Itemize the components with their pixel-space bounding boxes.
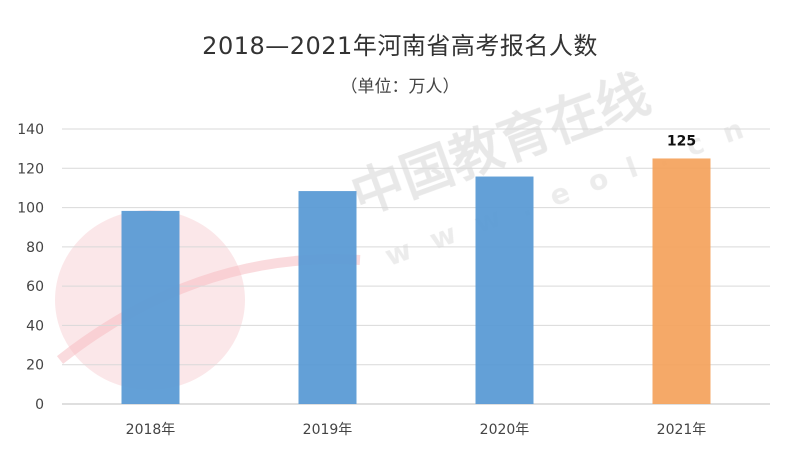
x-axis: 2018年 2019年 2020年 2021年	[126, 422, 707, 438]
y-axis: 0 20 40 60 80 100 120 140	[17, 122, 44, 413]
y-tick-label: 40	[26, 318, 44, 334]
data-label: 125	[667, 133, 696, 149]
gridlines	[62, 128, 770, 405]
x-tick-label: 2020年	[480, 422, 530, 438]
x-tick-label: 2018年	[126, 422, 176, 438]
bar-2020年	[475, 176, 534, 404]
chart-subtitle: （单位：万人）	[340, 77, 460, 97]
chart-title: 2018—2021年河南省高考报名人数	[202, 32, 598, 60]
y-tick-label: 80	[26, 240, 44, 256]
x-tick-label: 2019年	[303, 422, 353, 438]
bar-2021年	[652, 158, 711, 404]
bars	[121, 158, 711, 404]
y-tick-label: 120	[17, 161, 44, 177]
bar-2018年	[121, 210, 180, 404]
y-tick-label: 100	[17, 201, 44, 217]
y-tick-label: 140	[17, 122, 44, 138]
bar-2019年	[298, 191, 357, 404]
x-tick-label: 2021年	[657, 422, 707, 438]
y-tick-label: 0	[35, 397, 44, 413]
data-labels: 125	[667, 133, 696, 149]
y-tick-label: 60	[26, 279, 44, 295]
y-tick-label: 20	[26, 358, 44, 374]
